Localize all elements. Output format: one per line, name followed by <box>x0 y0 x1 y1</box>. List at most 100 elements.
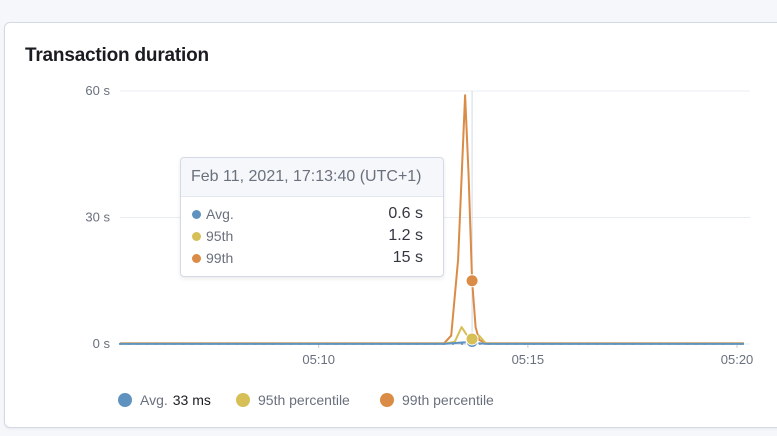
avg-dot-icon <box>192 210 201 219</box>
avg-point <box>676 342 680 345</box>
avg-point <box>694 342 698 345</box>
p99-dot-icon <box>192 254 201 263</box>
avg-point <box>379 342 383 345</box>
avg-point <box>307 342 311 345</box>
avg-point <box>586 342 590 345</box>
avg-point <box>460 342 464 345</box>
legend-label-95th: 95th percentile <box>258 392 350 408</box>
legend-label-avg: Avg. <box>140 392 168 408</box>
avg-point <box>703 342 707 345</box>
series-line-avg <box>120 340 744 345</box>
avg-point <box>316 342 320 345</box>
avg-point <box>406 342 410 345</box>
cursor-marker-99th <box>465 274 479 288</box>
avg-point <box>199 342 203 345</box>
avg-point <box>505 342 509 345</box>
avg-point <box>730 342 734 345</box>
avg-point <box>667 342 671 345</box>
avg-point <box>721 342 725 345</box>
avg-point <box>550 342 554 345</box>
tooltip-row-95th: 95th 1.2 s <box>181 225 443 247</box>
avg-point <box>622 342 626 345</box>
avg-point <box>145 342 149 345</box>
series-line-95th <box>120 326 744 345</box>
avg-point <box>739 342 743 345</box>
tooltip-value-99th: 15 s <box>392 249 423 266</box>
avg-point <box>334 342 338 345</box>
tooltip-label-99th: 99th <box>206 250 234 266</box>
cursor-marker-95th <box>465 332 479 346</box>
avg-point <box>595 342 599 345</box>
avg-point <box>577 342 581 345</box>
avg-point <box>127 342 131 345</box>
avg-point <box>496 342 500 345</box>
y-tick-label: 30 s <box>85 210 110 225</box>
avg-point <box>397 342 401 345</box>
avg-point <box>181 342 185 345</box>
avg-point <box>559 342 563 345</box>
avg-point <box>343 342 347 345</box>
avg-point <box>253 342 257 345</box>
avg-point <box>658 342 662 345</box>
avg-point <box>442 342 446 345</box>
avg-point <box>631 342 635 345</box>
avg-point <box>685 342 689 345</box>
y-tick-label: 60 s <box>85 83 110 98</box>
avg-point <box>163 342 167 345</box>
legend-label-99th: 99th percentile <box>402 392 494 408</box>
avg-point <box>649 342 653 345</box>
tooltip-value-avg: 0.6 s <box>388 205 423 222</box>
avg-point <box>154 342 158 345</box>
avg-point <box>388 342 392 345</box>
tooltip-row-99th: 99th 15 s <box>181 247 443 269</box>
avg-point <box>478 342 482 345</box>
tooltip-label-avg: Avg. <box>206 206 234 222</box>
x-tick-label: 05:20 <box>721 352 754 367</box>
avg-point <box>208 342 212 345</box>
avg-point <box>262 342 266 345</box>
chart-tooltip: Feb 11, 2021, 17:13:40 (UTC+1) Avg. 0.6 … <box>180 157 444 277</box>
avg-point <box>289 342 293 345</box>
avg-point <box>352 342 356 345</box>
avg-point <box>244 342 248 345</box>
x-tick-label: 05:10 <box>302 352 335 367</box>
avg-point <box>613 342 617 345</box>
tooltip-row-avg: Avg. 0.6 s <box>181 203 443 225</box>
avg-point <box>451 342 455 345</box>
avg-point <box>433 342 437 345</box>
p95-legend-dot-icon <box>236 393 250 407</box>
avg-point <box>424 342 428 345</box>
avg-point <box>298 342 302 345</box>
p95-dot-icon <box>192 232 201 241</box>
tooltip-value-95th: 1.2 s <box>388 227 423 244</box>
tooltip-date: Feb 11, 2021, 17:13:40 (UTC+1) <box>181 158 443 197</box>
avg-point <box>604 342 608 345</box>
legend-value-avg: 33 ms <box>172 392 211 408</box>
tooltip-label-95th: 95th <box>206 228 234 244</box>
p99-legend-dot-icon <box>380 393 394 407</box>
avg-point <box>541 342 545 345</box>
avg-point <box>415 342 419 345</box>
avg-point <box>640 342 644 345</box>
avg-point <box>190 342 194 345</box>
avg-point <box>712 342 716 345</box>
avg-point <box>280 342 284 345</box>
y-tick-label: 0 s <box>93 336 111 351</box>
avg-point <box>514 342 518 345</box>
avg-point <box>361 342 365 345</box>
avg-point <box>568 342 572 345</box>
avg-point <box>487 342 491 345</box>
avg-point <box>523 342 527 345</box>
avg-point <box>172 342 176 345</box>
panel-title: Transaction duration <box>25 45 209 66</box>
avg-point <box>118 342 122 345</box>
avg-point <box>271 342 275 345</box>
avg-point <box>226 342 230 345</box>
avg-point <box>370 342 374 345</box>
x-tick-label: 05:15 <box>512 352 545 367</box>
avg-point <box>136 342 140 345</box>
avg-point <box>532 342 536 345</box>
avg-point <box>235 342 239 345</box>
avg-point <box>325 342 329 345</box>
